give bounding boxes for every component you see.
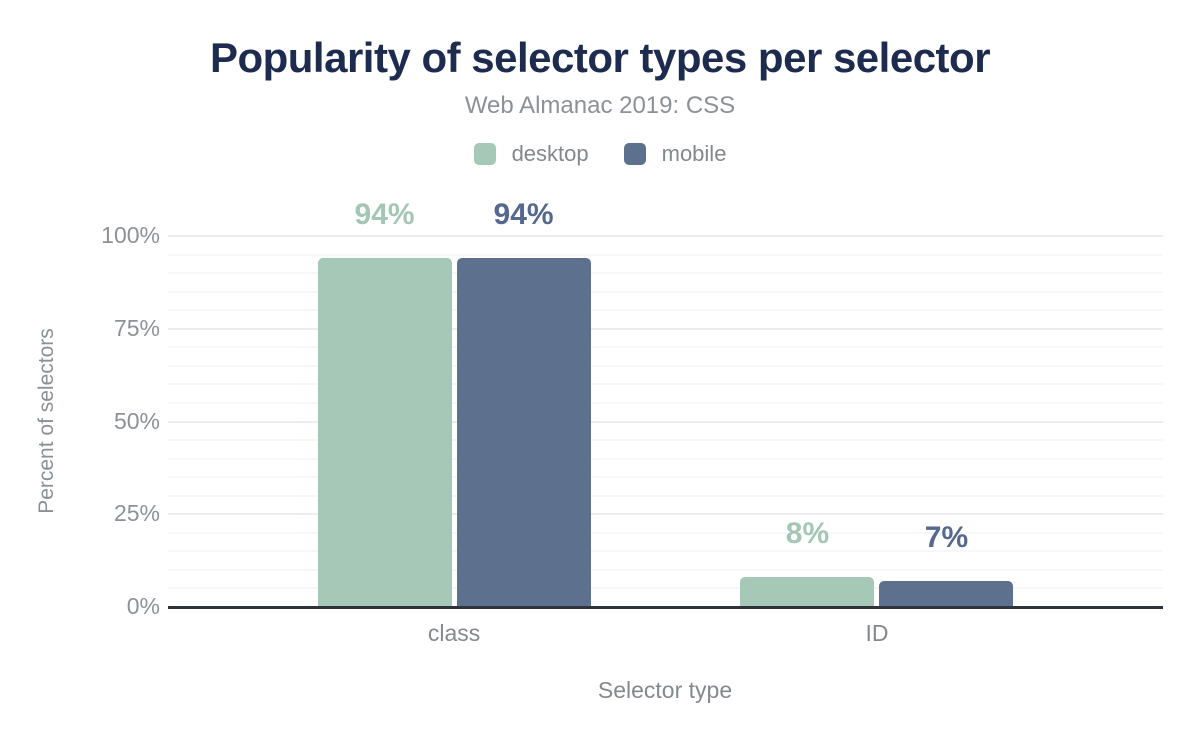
y-tick-0%: 0% (126, 593, 160, 619)
value-label-desktop-ID: 8% (785, 517, 830, 551)
x-tick-class: class (427, 620, 481, 646)
gridline-minor (168, 550, 1163, 553)
gridline-major (168, 327, 1163, 330)
y-tick-50%: 50% (113, 407, 160, 434)
gridline-minor (168, 346, 1163, 349)
gridline-minor (168, 587, 1163, 590)
legend-swatch-desktop (473, 143, 496, 165)
bar-desktop-class[interactable] (317, 258, 452, 607)
legend-swatch-mobile (623, 143, 646, 165)
legend-label-mobile: mobile (661, 141, 727, 166)
legend-item-desktop[interactable]: desktop (473, 141, 589, 167)
gridline-minor (168, 290, 1163, 293)
legend-label-desktop: desktop (511, 141, 589, 166)
value-label-mobile-ID: 7% (924, 521, 969, 555)
y-tick-25%: 25% (113, 500, 160, 527)
legend: desktop mobile (0, 141, 1200, 167)
gridline-minor (168, 401, 1163, 404)
gridline-minor (168, 309, 1163, 312)
gridline-major (168, 420, 1163, 423)
x-axis-line (168, 606, 1163, 609)
gridline-major (168, 513, 1163, 516)
y-tick-100%: 100% (101, 222, 160, 248)
gridline-minor (168, 568, 1163, 571)
gridline-minor (168, 439, 1163, 442)
gridline-minor (168, 253, 1163, 256)
chart-title: Popularity of selector types per selecto… (209, 34, 991, 81)
value-label-desktop-class: 94% (354, 198, 415, 232)
gridline-minor (168, 531, 1163, 534)
gridline-minor (168, 457, 1163, 460)
bar-mobile-ID[interactable] (879, 581, 1014, 607)
legend-item-mobile[interactable]: mobile (623, 141, 727, 167)
value-label-mobile-class: 94% (493, 198, 554, 232)
chart-subtitle: Web Almanac 2019: CSS (464, 92, 736, 119)
bar-mobile-class[interactable] (456, 258, 591, 607)
y-tick-75%: 75% (113, 314, 160, 341)
gridline-minor (168, 272, 1163, 275)
gridline-minor (168, 494, 1163, 497)
gridline-minor (168, 383, 1163, 386)
gridline-minor (168, 476, 1163, 479)
plot-area: 94% 94% 8% 7% (168, 198, 1163, 607)
bar-desktop-ID[interactable] (740, 577, 875, 607)
x-axis-title: Selector type (597, 677, 733, 703)
gridline-minor (168, 364, 1163, 367)
x-tick-ID: ID (865, 620, 889, 646)
gridline-major (168, 235, 1163, 237)
